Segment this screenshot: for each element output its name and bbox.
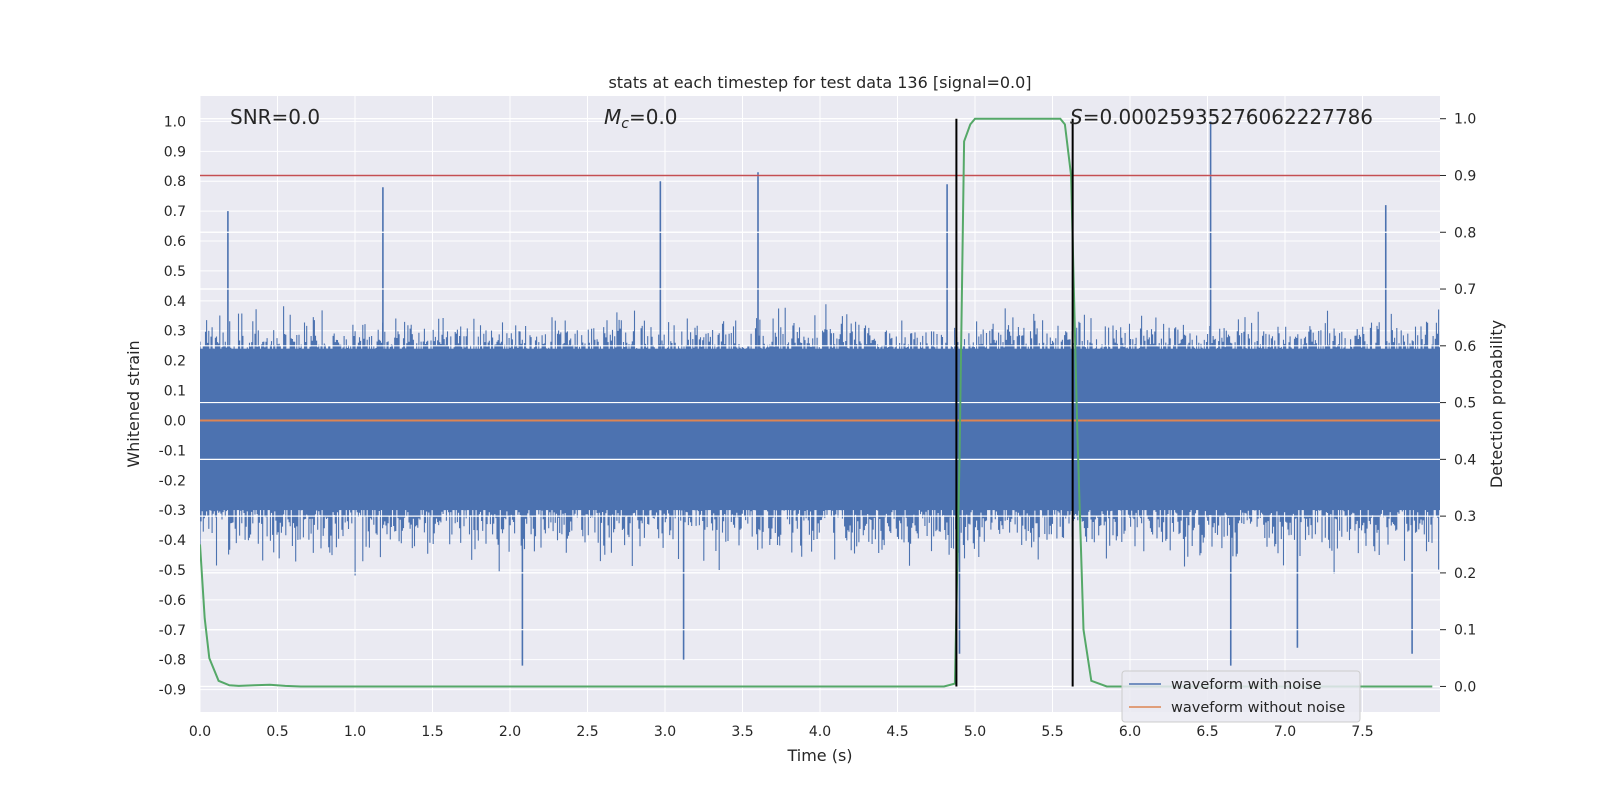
axes-labels: 0.0 0.5 1.0 1.5 2.0 2.5 3.0 3.5 4.0 4.5 5.0 5.5 6.0 6… bbox=[159, 112, 1477, 740]
snr-annotation: SNR=0.0 bbox=[230, 105, 320, 129]
y-tick-label-right: 0.8 bbox=[1454, 225, 1476, 241]
s-annotation: S=0.00025935276062227786 bbox=[1070, 105, 1373, 129]
x-tick-label: 6.0 bbox=[1119, 724, 1141, 740]
y-tick-label-left: -0.9 bbox=[159, 683, 186, 699]
y-tick-label-left: 0.4 bbox=[164, 294, 186, 310]
legend-box bbox=[1121, 670, 1361, 723]
y-tick-label-right: 0.7 bbox=[1454, 282, 1476, 298]
y-tick-label-left: 1.0 bbox=[164, 114, 186, 130]
y-tick-label-left: 0.7 bbox=[164, 204, 186, 220]
y-tick-label-left: 0.0 bbox=[164, 413, 186, 429]
mc-symbol: M bbox=[604, 105, 621, 129]
x-axis-label: Time (s) bbox=[786, 746, 852, 765]
y-tick-label-left: -0.7 bbox=[159, 623, 186, 639]
s-value: =0.00025935276062227786 bbox=[1083, 105, 1373, 129]
y-tick-label-right: 1.0 bbox=[1454, 112, 1476, 128]
y-axis-label-left: Whitened strain bbox=[124, 340, 143, 467]
y-tick-label-left: 0.1 bbox=[164, 384, 186, 400]
x-tick-label: 3.5 bbox=[731, 724, 753, 740]
y-tick-label-right: 0.9 bbox=[1454, 168, 1476, 184]
y-tick-label-right: 0.1 bbox=[1454, 623, 1476, 639]
y-tick-label-left: 0.8 bbox=[164, 174, 186, 190]
y-tick-label-right: 0.6 bbox=[1454, 339, 1476, 355]
legend-label-noise: waveform with noise bbox=[1171, 677, 1322, 693]
y-tick-label-left: 0.5 bbox=[164, 264, 186, 280]
x-tick-label: 5.5 bbox=[1041, 724, 1063, 740]
waveform-with-noise-line bbox=[200, 304, 1440, 576]
y-axis-label-right: Detection probability bbox=[1487, 320, 1506, 488]
y-tick-label-right: 0.2 bbox=[1454, 566, 1476, 582]
y-tick-label-left: -0.4 bbox=[159, 533, 186, 549]
y-tick-label-right: 0.4 bbox=[1454, 452, 1476, 468]
s-symbol: S bbox=[1070, 105, 1083, 129]
x-tick-label: 0.0 bbox=[189, 724, 211, 740]
legend: waveform with noise waveform without noi… bbox=[1121, 670, 1361, 723]
mc-annotation: Mc=0.0 bbox=[604, 105, 678, 132]
x-tick-label: 1.5 bbox=[421, 724, 443, 740]
y-tick-label-right: 0.5 bbox=[1454, 396, 1476, 412]
plot-content bbox=[200, 117, 1440, 688]
y-tick-label-right: 0.0 bbox=[1454, 679, 1476, 695]
y-tick-label-left: -0.6 bbox=[159, 593, 186, 609]
x-tick-label: 1.0 bbox=[344, 724, 366, 740]
x-tick-label: 6.5 bbox=[1196, 724, 1218, 740]
y-tick-label-left: 0.6 bbox=[164, 234, 186, 250]
x-tick-label: 7.0 bbox=[1274, 724, 1296, 740]
x-tick-label: 4.5 bbox=[886, 724, 908, 740]
y-tick-label-left: 0.3 bbox=[164, 324, 186, 340]
x-tick-label: 7.5 bbox=[1351, 724, 1373, 740]
x-tick-label: 2.0 bbox=[499, 724, 521, 740]
y-tick-label-left: -0.2 bbox=[159, 473, 186, 489]
x-tick-label: 2.5 bbox=[576, 724, 598, 740]
x-tick-label: 4.0 bbox=[809, 724, 831, 740]
y-tick-label-left: -0.1 bbox=[159, 443, 186, 459]
y-tick-label-left: 0.2 bbox=[164, 354, 186, 370]
y-tick-label-right: 0.3 bbox=[1454, 509, 1476, 525]
x-tick-label: 0.5 bbox=[266, 724, 288, 740]
mc-value: =0.0 bbox=[629, 105, 678, 129]
y-tick-label-left: -0.8 bbox=[159, 653, 186, 669]
y-tick-label-left: 0.9 bbox=[164, 144, 186, 160]
y-tick-label-left: -0.5 bbox=[159, 563, 186, 579]
y-tick-label-left: -0.3 bbox=[159, 503, 186, 519]
x-tick-label: 3.0 bbox=[654, 724, 676, 740]
chart-title: stats at each timestep for test data 136… bbox=[608, 73, 1031, 92]
legend-label-clean: waveform without noise bbox=[1171, 700, 1345, 716]
mc-subscript: c bbox=[621, 116, 629, 132]
x-tick-label: 5.0 bbox=[964, 724, 986, 740]
